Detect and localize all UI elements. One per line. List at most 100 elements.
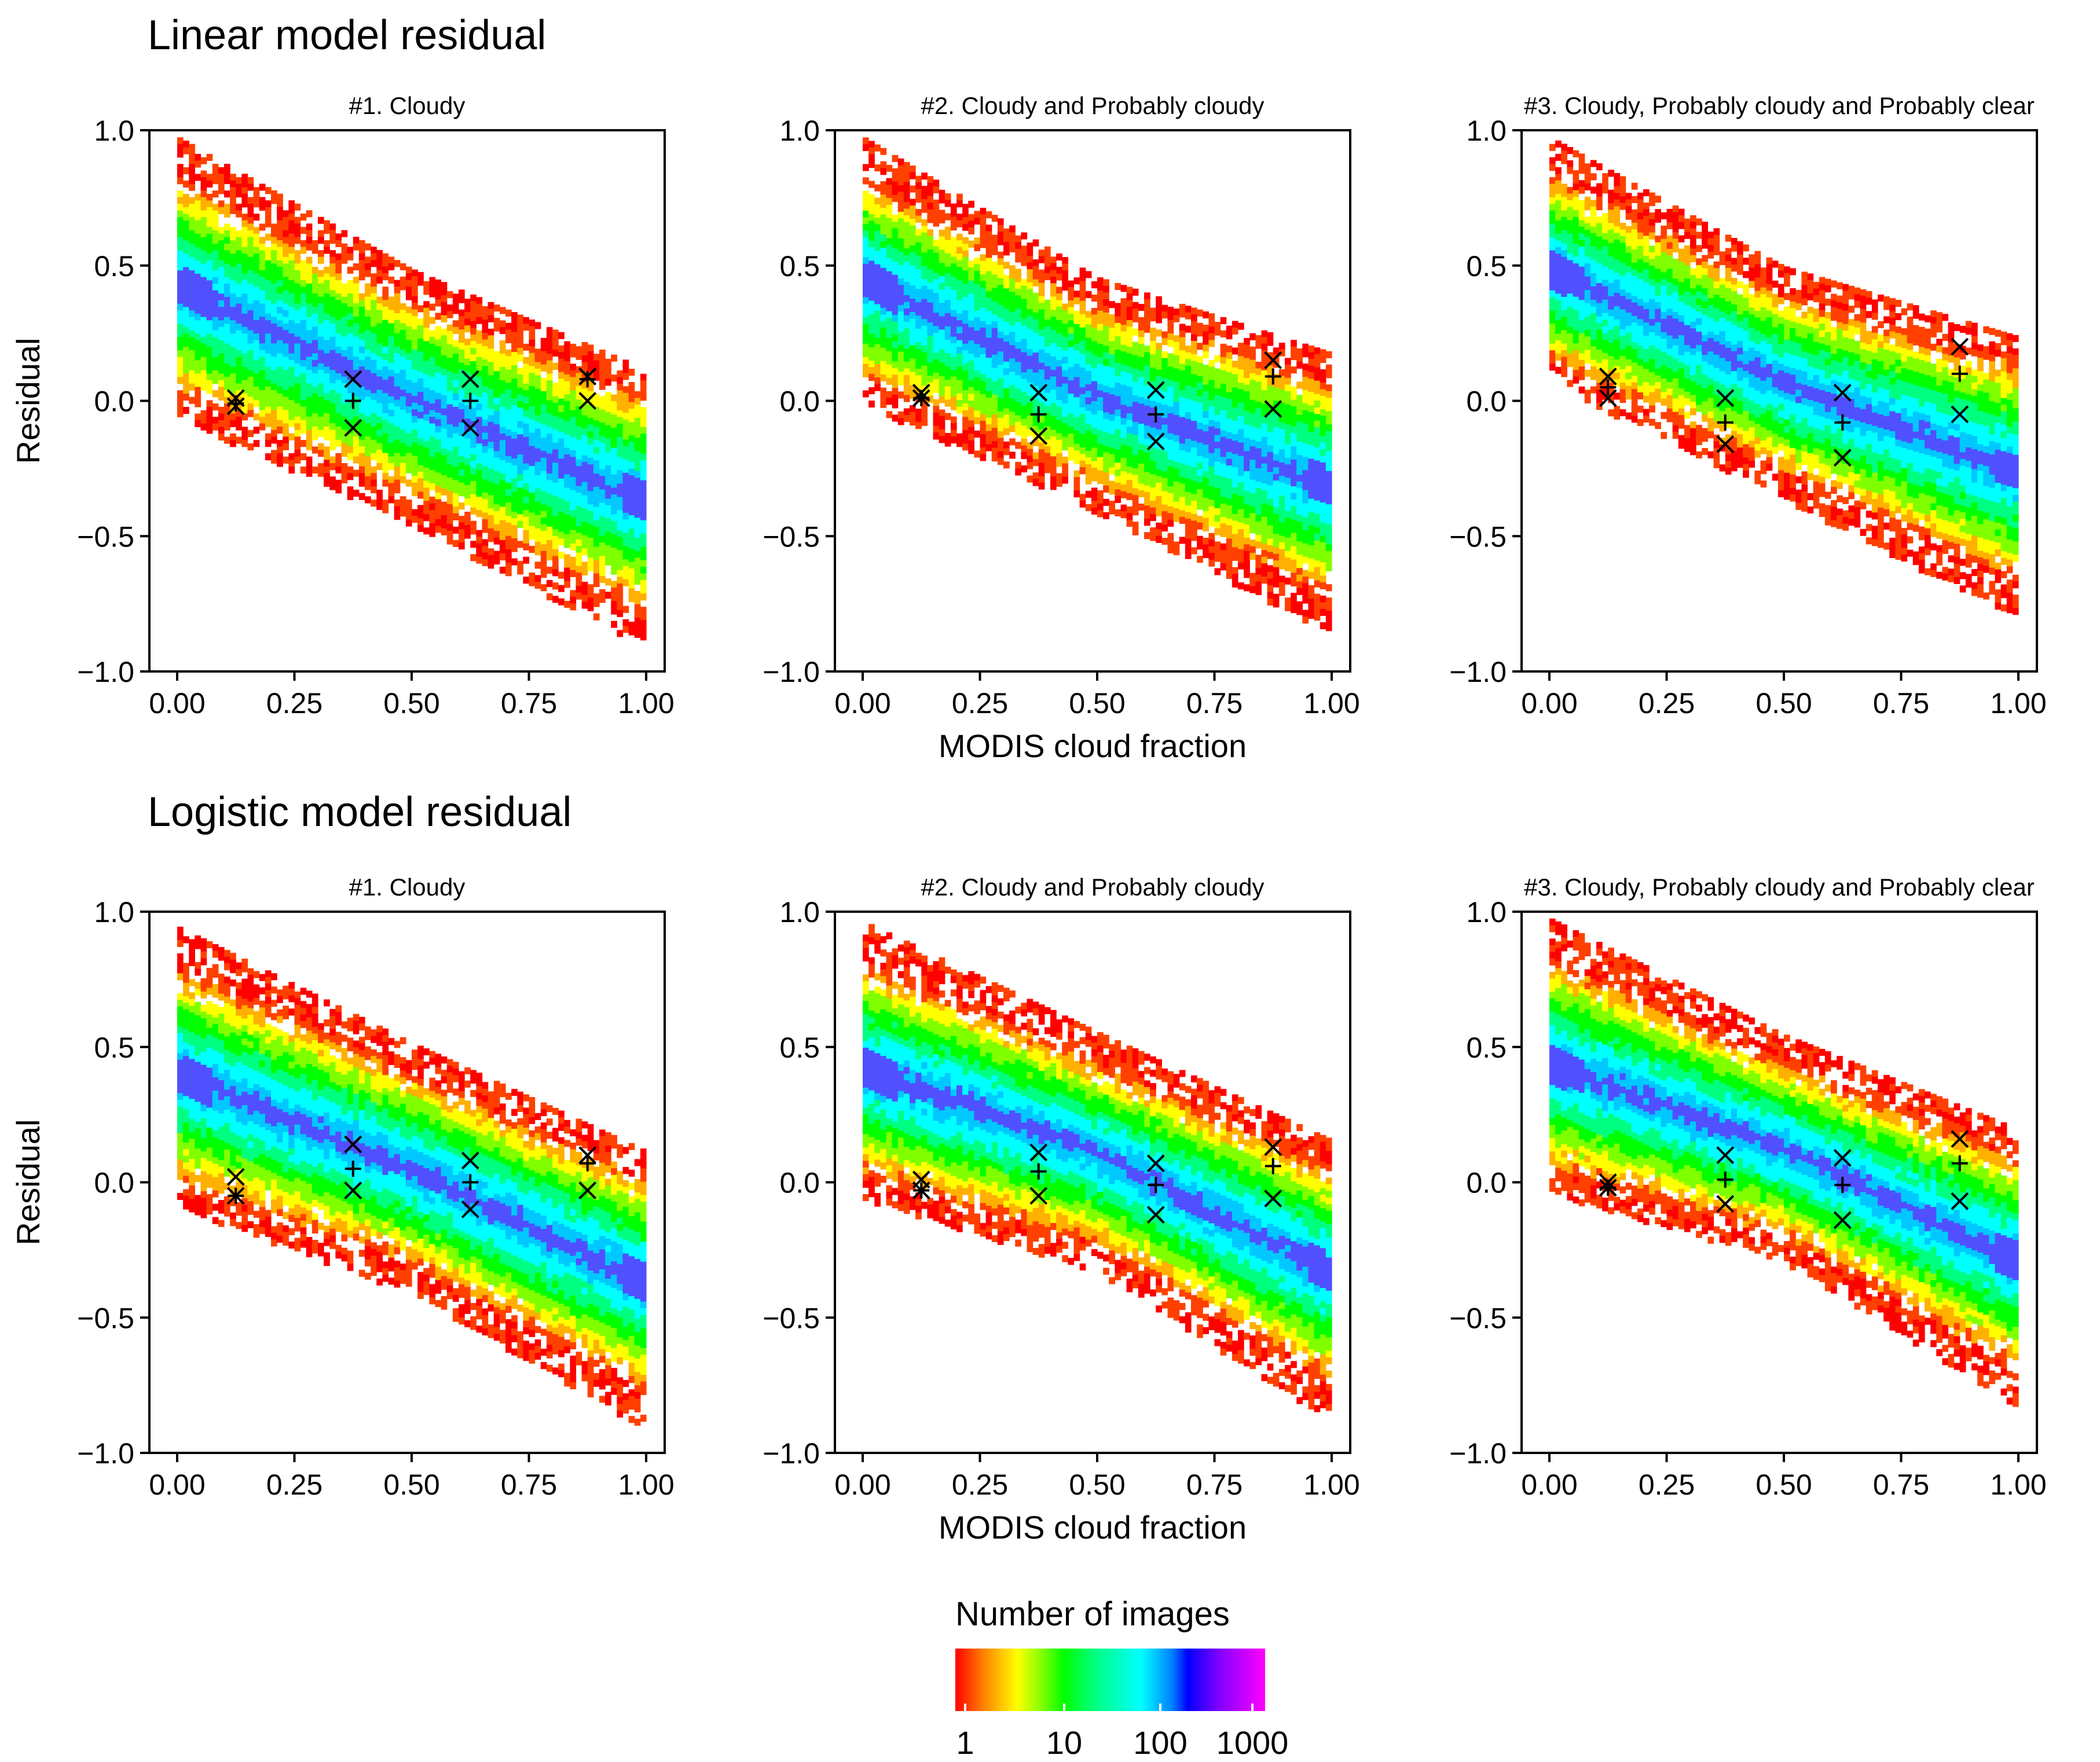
- heatmap-cell: [611, 508, 617, 515]
- heatmap-cell: [1185, 552, 1192, 559]
- heatmap-cell: [1073, 384, 1080, 391]
- heatmap-cell: [353, 237, 360, 244]
- heatmap-cell: [1073, 297, 1080, 304]
- heatmap-cell: [241, 254, 248, 261]
- heatmap-cell: [324, 406, 330, 414]
- heatmap-cell: [903, 275, 910, 282]
- heatmap-cell: [236, 403, 242, 411]
- heatmap-cell: [1197, 469, 1203, 476]
- heatmap-cell: [1050, 343, 1057, 350]
- heatmap-cell: [1103, 465, 1109, 473]
- heatmap-cell: [1003, 421, 1010, 429]
- heatmap-cell: [1120, 365, 1127, 372]
- heatmap-cell: [358, 247, 365, 254]
- heatmap-cell: [915, 355, 922, 363]
- heatmap-cell: [482, 539, 489, 546]
- heatmap-cell: [634, 577, 641, 585]
- heatmap-cell: [1167, 420, 1174, 427]
- heatmap-cell: [997, 391, 1004, 399]
- heatmap-cell: [1103, 386, 1109, 393]
- heatmap-cell: [236, 283, 242, 291]
- heatmap-cell: [921, 419, 928, 426]
- heatmap-cell: [253, 366, 260, 374]
- heatmap-cell: [482, 306, 489, 314]
- heatmap-cell: [452, 453, 459, 461]
- heatmap-cell: [558, 358, 565, 366]
- heatmap-cell: [1103, 352, 1109, 359]
- heatmap-cell: [886, 337, 893, 345]
- heatmap-cell: [933, 313, 940, 320]
- heatmap-cell: [405, 453, 412, 460]
- heatmap-cell: [1073, 450, 1080, 458]
- heatmap-cell: [417, 418, 424, 426]
- heatmap-cell: [283, 403, 289, 410]
- heatmap-cell: [1109, 454, 1115, 461]
- heatmap-cell: [576, 499, 582, 506]
- heatmap-cell: [382, 273, 389, 281]
- heatmap-cell: [617, 537, 624, 544]
- heatmap-cell: [353, 410, 360, 417]
- heatmap-cell: [1132, 508, 1139, 516]
- heatmap-cell: [640, 460, 647, 468]
- heatmap-cell: [933, 286, 940, 293]
- heatmap-cell: [259, 383, 266, 391]
- heatmap-cell: [365, 430, 371, 437]
- heatmap-cell: [358, 406, 365, 414]
- heatmap-cell: [382, 479, 389, 487]
- heatmap-cell: [628, 388, 635, 396]
- heatmap-cell: [540, 524, 547, 531]
- heatmap-cell: [939, 343, 945, 350]
- heatmap-cell: [505, 402, 512, 410]
- heatmap-cell: [1056, 439, 1062, 447]
- heatmap-cell: [558, 392, 565, 399]
- heatmap-cell: [593, 360, 600, 368]
- heatmap-cell: [517, 347, 523, 355]
- heatmap-cell: [1044, 459, 1051, 467]
- heatmap-cell: [277, 373, 283, 381]
- heatmap-cell: [341, 317, 348, 324]
- heatmap-cell: [212, 257, 219, 265]
- heatmap-cell: [599, 502, 606, 510]
- heatmap-cell: [599, 396, 606, 403]
- heatmap-cell: [1044, 379, 1051, 387]
- heatmap-cell: [499, 307, 506, 314]
- heatmap-cell: [534, 435, 541, 442]
- heatmap-cell: [1050, 403, 1057, 410]
- heatmap-cell: [1109, 427, 1115, 435]
- heatmap-cell: [200, 257, 207, 265]
- heatmap-cell: [452, 373, 459, 381]
- heatmap-cell: [1132, 428, 1139, 436]
- heatmap-cell: [546, 434, 553, 441]
- heatmap-cell: [311, 326, 318, 334]
- heatmap-cell: [253, 267, 260, 274]
- heatmap-cell: [1156, 535, 1162, 543]
- heatmap-cell: [1103, 379, 1109, 386]
- heatmap-cell: [868, 254, 875, 262]
- heatmap-cell: [944, 240, 951, 247]
- heatmap-cell: [892, 321, 899, 329]
- heatmap-cell: [1038, 316, 1045, 324]
- heatmap-cell: [628, 582, 635, 589]
- heatmap-cell: [968, 327, 974, 335]
- heatmap-cell: [511, 372, 518, 379]
- heatmap-cell: [997, 251, 1004, 259]
- heatmap-cell: [452, 413, 459, 421]
- heatmap-cell: [1161, 471, 1168, 479]
- heatmap-cell: [183, 207, 189, 215]
- heatmap-cell: [358, 253, 365, 260]
- heatmap-cell: [1027, 282, 1033, 290]
- heatmap-cell: [371, 253, 377, 260]
- heatmap-cell: [1015, 461, 1021, 469]
- heatmap-cell: [365, 303, 371, 311]
- heatmap-cell: [341, 310, 348, 317]
- heatmap-cell: [1150, 374, 1156, 381]
- heatmap-cell: [177, 177, 184, 185]
- heatmap-cell: [1103, 485, 1109, 493]
- heatmap-cell: [1226, 365, 1233, 373]
- heatmap-cell: [897, 351, 904, 359]
- heatmap-cell: [247, 197, 254, 204]
- heatmap-cell: [300, 280, 307, 288]
- heatmap-cell: [236, 330, 242, 337]
- heatmap-cell: [933, 306, 940, 313]
- heatmap-cell: [247, 443, 254, 451]
